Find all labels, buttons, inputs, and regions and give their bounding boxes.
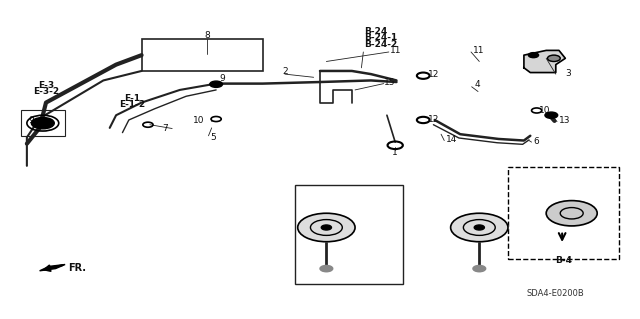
Text: E-3: E-3 [38, 81, 54, 90]
Text: E-3-2: E-3-2 [33, 87, 59, 96]
Text: 15: 15 [384, 78, 396, 87]
Circle shape [417, 117, 429, 123]
Text: 6: 6 [534, 137, 540, 146]
Text: B-24-2: B-24-2 [365, 40, 398, 48]
Circle shape [321, 225, 332, 230]
Text: FR.: FR. [68, 263, 86, 273]
Text: E-1: E-1 [124, 94, 140, 103]
Text: 11: 11 [473, 46, 484, 55]
Circle shape [529, 53, 539, 58]
Text: 11: 11 [390, 46, 401, 55]
Circle shape [210, 81, 223, 87]
Text: 1: 1 [392, 148, 398, 157]
Text: E-1-2: E-1-2 [119, 100, 145, 109]
Text: 5: 5 [211, 133, 216, 143]
Text: 13: 13 [559, 116, 570, 125]
Circle shape [547, 55, 560, 62]
Polygon shape [40, 264, 65, 271]
Circle shape [31, 117, 54, 129]
Circle shape [298, 213, 355, 242]
Polygon shape [524, 50, 565, 72]
Text: 9: 9 [220, 74, 225, 83]
Circle shape [417, 72, 429, 79]
Text: 12: 12 [428, 115, 440, 123]
Circle shape [211, 116, 221, 122]
Circle shape [473, 265, 486, 272]
Text: SDA4-E0200B: SDA4-E0200B [527, 289, 585, 298]
Circle shape [451, 213, 508, 242]
Text: 4: 4 [474, 80, 480, 89]
Text: B-4: B-4 [555, 256, 572, 264]
Text: 7: 7 [163, 124, 168, 133]
Circle shape [474, 225, 484, 230]
Text: 10: 10 [539, 106, 550, 115]
Text: 8: 8 [204, 31, 210, 40]
Bar [294, 185, 403, 285]
Text: B-24-1: B-24-1 [365, 33, 398, 42]
Circle shape [320, 265, 333, 272]
Circle shape [532, 108, 541, 113]
Text: B-24: B-24 [365, 27, 388, 36]
Text: 9: 9 [29, 116, 35, 125]
Circle shape [545, 112, 557, 118]
Text: 2: 2 [282, 67, 288, 76]
Bar [141, 39, 262, 71]
Text: 3: 3 [565, 69, 571, 78]
Circle shape [546, 201, 597, 226]
Text: 14: 14 [446, 135, 458, 145]
Bar [20, 110, 65, 136]
Text: 10: 10 [193, 116, 204, 125]
Text: 12: 12 [428, 70, 440, 79]
